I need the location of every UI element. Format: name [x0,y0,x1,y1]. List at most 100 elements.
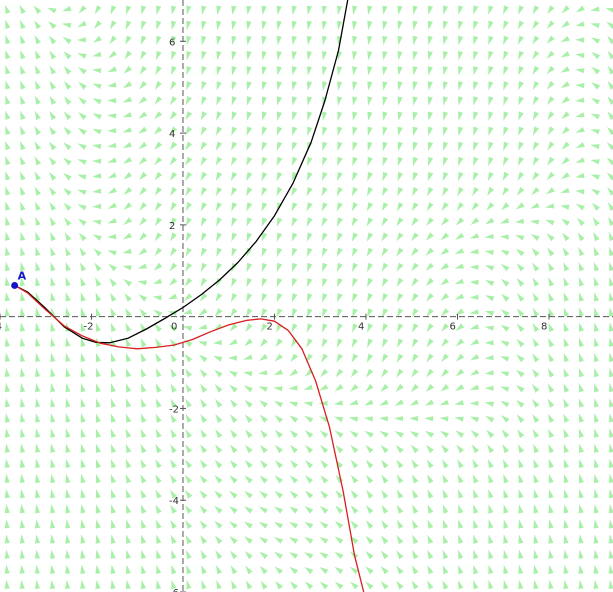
slope-arrow [516,354,525,363]
x-tick-label: -2 [83,322,93,333]
slope-arrow [92,188,102,194]
slope-arrow [20,110,26,120]
x-tick-label: 0 [171,322,177,333]
slope-arrow [201,565,207,575]
slope-arrow [472,474,479,484]
slope-arrow [169,141,178,151]
slope-arrow [20,261,26,272]
slope-arrow [107,113,117,119]
slope-arrow [200,535,208,545]
slope-arrow [140,504,147,514]
slope-arrow [500,249,510,256]
slope-arrow [186,579,192,590]
slope-arrow [488,35,494,46]
slope-arrow [199,459,208,469]
slope-arrow [488,549,494,559]
slope-arrow [154,141,163,150]
slope-arrow [276,35,282,46]
slope-arrow [246,51,252,61]
slope-arrow [107,157,117,163]
slope-arrow [560,36,570,43]
slope-arrow [333,400,343,406]
slope-arrow [230,156,238,166]
slope-arrow [442,565,449,575]
slope-arrow [276,217,283,227]
slope-arrow [322,81,328,91]
slope-arrow [186,81,192,91]
slope-arrow [231,81,237,91]
slope-arrow [126,504,132,514]
slope-arrow [560,187,570,193]
slope-arrow [411,277,419,287]
slope-arrow [64,81,72,90]
slope-arrow [594,428,600,438]
slope-arrow [532,171,540,181]
slope-arrow [231,232,237,242]
slope-arrow [337,156,343,167]
slope-arrow [35,65,41,75]
slope-arrow [95,579,101,590]
slope-arrow [155,398,162,408]
slope-arrow [443,20,448,30]
slope-arrow [34,141,41,151]
slope-arrow [578,383,585,393]
slope-arrow [261,20,267,31]
solution-curve-black[interactable] [14,0,349,344]
slope-arrow [322,111,328,121]
slope-arrow [276,278,283,288]
slope-arrow [182,309,193,315]
solution-curve-red[interactable] [14,284,365,592]
slope-arrow [65,367,71,378]
slope-arrow [138,96,148,104]
slope-arrow [364,399,374,406]
slope-arrow [578,398,585,408]
slope-arrow [442,35,448,46]
slope-arrow [19,549,25,559]
slope-arrow [396,293,404,303]
slope-arrow [20,428,26,438]
slope-arrow [500,415,510,423]
slope-arrow [563,322,569,332]
point-layer[interactable]: A [11,269,27,289]
slope-arrow [34,35,41,45]
slope-arrow [412,519,419,529]
slope-arrow [381,474,389,484]
slope-arrow [184,474,193,484]
slope-arrow [532,428,540,439]
slope-arrow [80,473,86,484]
slope-arrow [95,292,102,302]
slope-arrow [231,141,238,151]
slope-arrow [411,459,419,469]
slope-arrow [216,262,222,272]
slope-arrow [352,171,358,182]
slope-arrow [532,338,540,348]
point-a-marker[interactable] [11,281,19,289]
slope-arrow [154,186,162,196]
slope-arrow [575,37,585,43]
slope-arrow [319,521,329,529]
slope-arrow [411,217,419,227]
slope-arrow [500,340,510,347]
slope-arrow [139,308,147,317]
slope-arrow [123,232,133,240]
slope-arrow [501,429,510,439]
slope-arrow [503,156,509,167]
slope-arrow [365,444,374,454]
slope-arrow [109,35,117,45]
slope-arrow [548,443,554,454]
slope-arrow [291,171,298,182]
slope-arrow [334,536,344,544]
slope-arrow [609,277,613,287]
slope-arrow [427,534,434,544]
slope-arrow [50,367,56,378]
slope-arrow [138,247,148,256]
slope-arrow [484,265,495,271]
slope-arrow [306,202,313,212]
slope-arrow [591,82,601,90]
slope-arrow [34,171,41,181]
slope-arrow [141,5,147,15]
slope-arrow [170,398,177,408]
slope-arrow [5,19,11,29]
slope-arrow [231,5,237,15]
